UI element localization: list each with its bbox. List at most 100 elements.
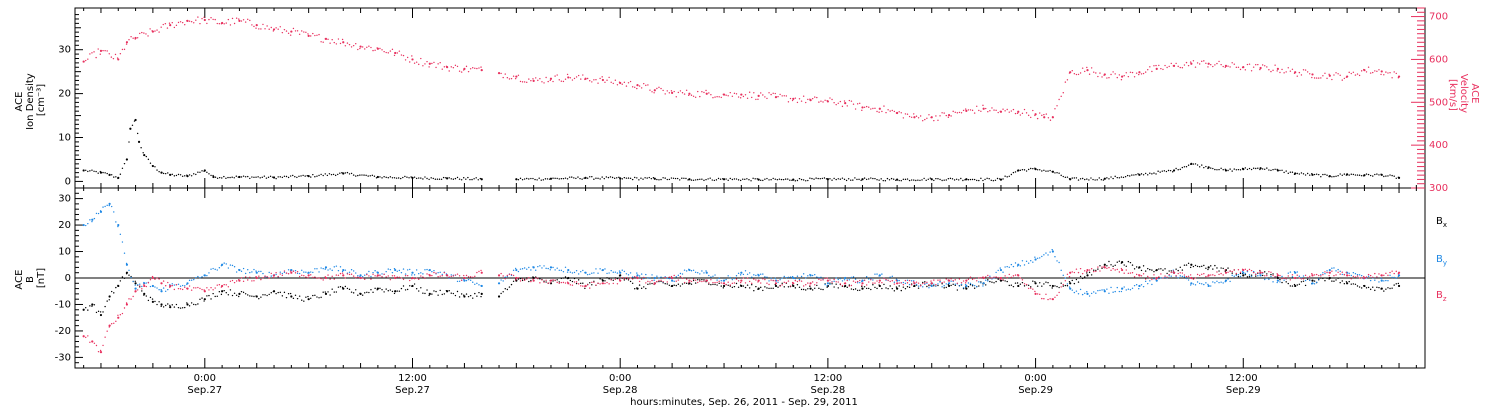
trace-dot xyxy=(532,276,534,278)
trace-dot xyxy=(658,279,660,282)
trace-dot xyxy=(772,279,774,282)
trace-dot xyxy=(876,273,878,275)
trace-dot xyxy=(385,51,387,54)
trace-dot xyxy=(1365,71,1368,73)
trace-dot xyxy=(1374,70,1376,72)
trace-dot xyxy=(720,280,722,282)
trace-dot xyxy=(727,284,729,287)
data-point xyxy=(99,313,103,317)
trace-dot xyxy=(739,274,742,276)
trace-dot xyxy=(816,284,818,287)
trace-dot xyxy=(599,77,601,80)
trace-dot xyxy=(1194,284,1197,286)
data-point xyxy=(515,75,518,78)
data-point xyxy=(463,279,466,282)
trace-dot xyxy=(694,279,697,281)
trace-dot xyxy=(1348,71,1350,74)
trace-dot xyxy=(539,265,541,267)
data-point xyxy=(1207,62,1210,65)
trace-dot xyxy=(995,276,997,278)
trace-dot xyxy=(160,26,162,28)
trace-dot xyxy=(521,268,524,270)
trace-dot xyxy=(532,78,534,80)
trace-dot xyxy=(240,270,243,273)
trace-dot xyxy=(937,279,939,281)
trace-dot xyxy=(870,288,872,291)
trace-dot xyxy=(1036,169,1039,171)
trace-dot xyxy=(193,303,195,306)
trace-dot xyxy=(945,278,947,280)
trace-dot xyxy=(283,270,286,272)
trace-dot xyxy=(242,19,245,21)
trace-dot xyxy=(110,290,113,293)
trace-dot xyxy=(930,280,932,282)
trace-dot xyxy=(924,281,926,283)
trace-dot xyxy=(97,310,100,313)
trace-dot xyxy=(242,280,245,283)
trace-dot xyxy=(690,280,693,283)
trace-dot xyxy=(87,309,89,311)
trace-dot xyxy=(331,288,333,290)
trace-dot xyxy=(528,178,530,180)
trace-dot xyxy=(1348,272,1350,275)
trace-dot xyxy=(87,58,89,60)
trace-dot xyxy=(298,272,301,275)
trace-dot xyxy=(1056,260,1058,262)
trace-dot xyxy=(216,22,218,25)
trace-dot xyxy=(327,38,329,41)
trace-dot xyxy=(690,94,693,96)
data-point xyxy=(1138,284,1141,288)
trace-dot xyxy=(890,177,893,180)
trace-dot xyxy=(431,274,433,277)
trace-dot xyxy=(422,292,424,294)
data-point xyxy=(376,175,379,179)
trace-dot xyxy=(151,285,154,287)
trace-dot xyxy=(1287,67,1289,69)
trace-dot xyxy=(1363,285,1365,287)
trace-dot xyxy=(906,113,909,115)
trace-dot xyxy=(614,278,617,281)
trace-dot xyxy=(1019,114,1022,116)
trace-dot xyxy=(1034,167,1036,169)
trace-dot xyxy=(420,272,422,274)
trace-dot xyxy=(571,176,573,178)
trace-dot xyxy=(1039,169,1041,171)
trace-dot xyxy=(333,278,335,280)
trace-dot xyxy=(258,298,260,300)
trace-dot xyxy=(400,271,403,274)
trace-dot xyxy=(753,274,755,276)
trace-dot xyxy=(1229,66,1231,68)
trace-dot xyxy=(283,175,286,177)
trace-dot xyxy=(560,177,563,180)
trace-dot xyxy=(614,79,617,81)
data-point xyxy=(532,279,535,282)
trace-dot xyxy=(404,273,407,275)
trace-dot xyxy=(1218,273,1220,276)
trace-dot xyxy=(604,280,606,282)
trace-dot xyxy=(1114,73,1116,75)
trace-dot xyxy=(601,278,603,281)
trace-dot xyxy=(748,91,751,93)
trace-dot xyxy=(999,278,1001,281)
trace-dot xyxy=(1356,174,1359,176)
trace-dot xyxy=(1088,271,1091,274)
trace-dot xyxy=(760,179,762,182)
trace-dot xyxy=(545,76,547,79)
trace-dot xyxy=(898,179,900,182)
trace-dot xyxy=(296,272,299,275)
trace-dot xyxy=(692,179,695,182)
trace-dot xyxy=(225,292,227,294)
trace-dot xyxy=(292,297,295,300)
trace-dot xyxy=(210,174,212,177)
trace-dot xyxy=(1030,260,1032,262)
trace-dot xyxy=(640,87,643,89)
trace-dot xyxy=(218,284,221,286)
trace-dot xyxy=(458,280,461,283)
trace-dot xyxy=(1318,274,1320,277)
trace-dot xyxy=(1287,282,1289,285)
trace-dot xyxy=(1207,268,1209,271)
trace-dot xyxy=(716,279,718,281)
trace-dot xyxy=(316,296,318,298)
trace-dot xyxy=(1090,274,1093,276)
trace-dot xyxy=(541,279,543,281)
